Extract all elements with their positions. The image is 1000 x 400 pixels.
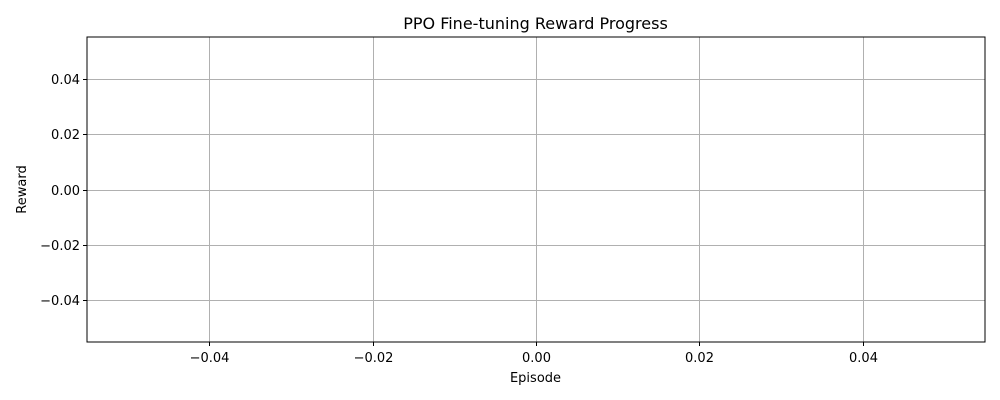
y-tick-label: −0.02: [40, 239, 80, 254]
x-tick-label: −0.02: [354, 351, 394, 366]
x-tick-label: 0.00: [522, 351, 551, 366]
grid-lines: [87, 37, 985, 342]
y-tick-label: 0.04: [51, 73, 80, 88]
y-tick-label: −0.04: [40, 294, 80, 309]
y-tick-label: 0.02: [51, 128, 80, 143]
y-tick-label: 0.00: [51, 184, 80, 199]
chart-title: PPO Fine-tuning Reward Progress: [403, 14, 668, 33]
x-tick-label: 0.04: [849, 351, 878, 366]
x-axis-label: Episode: [510, 371, 561, 386]
y-axis-ticks: 0.04 0.02 0.00 −0.02 −0.04: [40, 73, 87, 309]
x-tick-label: 0.02: [685, 351, 714, 366]
y-axis-label: Reward: [15, 165, 30, 213]
x-tick-label: −0.04: [190, 351, 230, 366]
x-axis-ticks: −0.04 −0.02 0.00 0.02 0.04: [190, 342, 878, 366]
